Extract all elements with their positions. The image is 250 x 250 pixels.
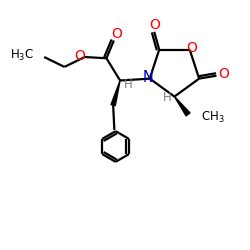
Text: O: O <box>74 48 85 62</box>
Text: H: H <box>124 78 133 92</box>
Text: H$_3$C: H$_3$C <box>10 48 34 63</box>
Text: O: O <box>187 41 198 55</box>
Text: O: O <box>111 26 122 40</box>
Text: H: H <box>163 90 172 104</box>
Text: CH$_3$: CH$_3$ <box>201 110 224 125</box>
Polygon shape <box>111 80 120 106</box>
Polygon shape <box>174 96 190 116</box>
Text: O: O <box>149 18 160 32</box>
Text: N: N <box>143 70 154 85</box>
Text: O: O <box>218 68 229 82</box>
